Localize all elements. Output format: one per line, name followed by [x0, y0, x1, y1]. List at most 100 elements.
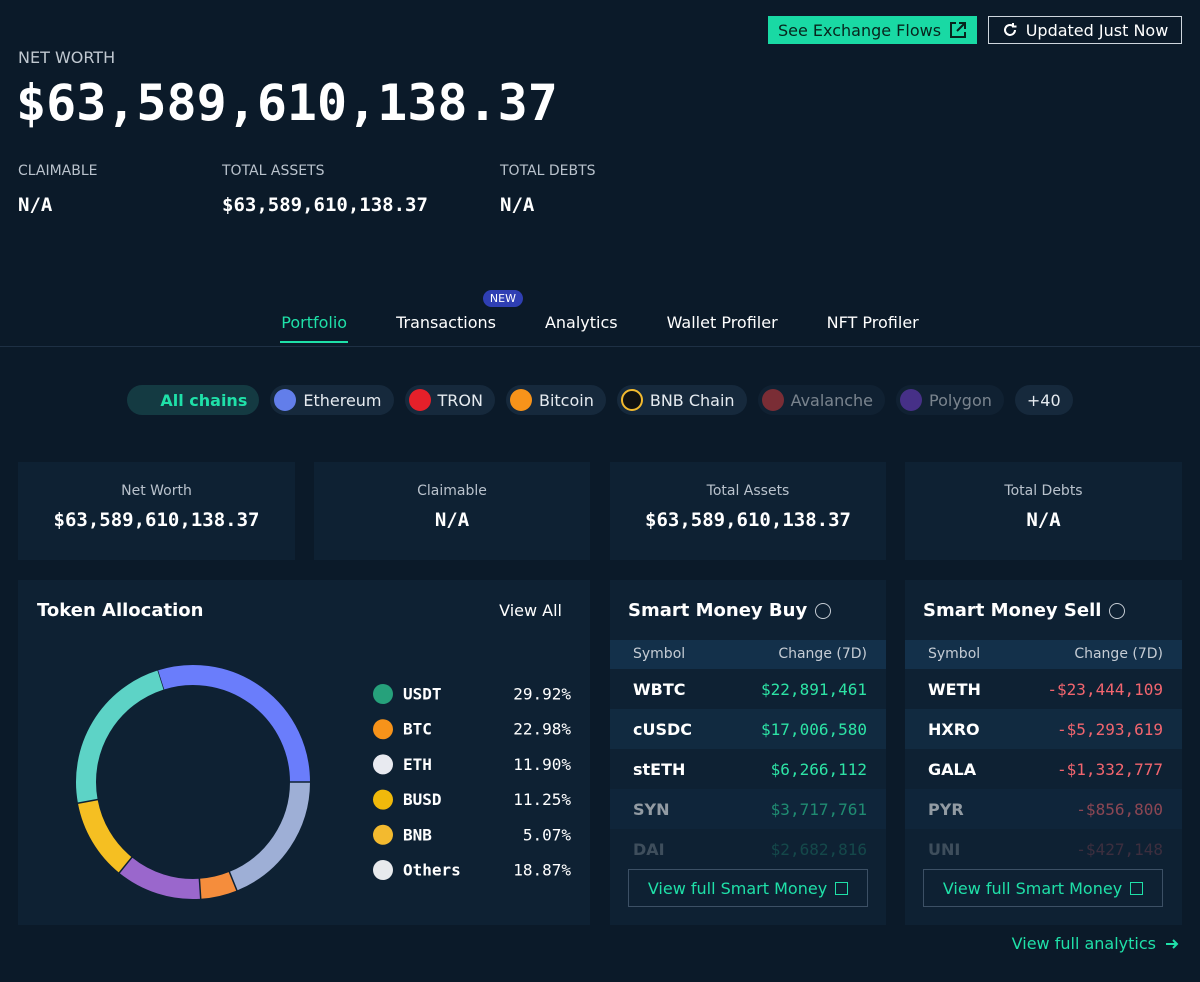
- change: $3,717,761: [770, 800, 867, 819]
- token-allocation-card: Token Allocation View All USDT 29.92% BTC 2…: [18, 580, 590, 925]
- more-chains[interactable]: +40: [1014, 385, 1073, 415]
- chain-chip[interactable]: BNB Chain: [616, 385, 747, 415]
- chain-name: Avalanche: [790, 390, 874, 410]
- chain-chip[interactable]: All chains: [127, 385, 260, 415]
- token-icon: [373, 824, 393, 845]
- tabs: Portfolio Transactions NEW Analytics Wallet …: [0, 290, 1200, 343]
- change: -$1,332,777: [1057, 760, 1163, 779]
- token-icon: [373, 684, 393, 704]
- donut-segment: [229, 781, 310, 891]
- external-icon: [835, 881, 849, 895]
- token-name: USDT: [403, 685, 442, 704]
- tab[interactable]: Portfolio: [280, 308, 349, 343]
- donut-segment: [119, 857, 201, 899]
- tab[interactable]: NFT Profiler: [826, 313, 919, 332]
- title-text: Smart Money Sell: [923, 600, 1102, 621]
- tab[interactable]: Wallet Profiler: [666, 313, 778, 332]
- token-share: 18.87%: [513, 861, 571, 880]
- token-name: BUSD: [403, 790, 442, 809]
- stat-label: TOTAL DEBTS: [500, 163, 596, 179]
- token-icon: [373, 789, 393, 810]
- symbol: PYR: [928, 800, 964, 819]
- link-label: View full Smart Money: [647, 878, 828, 898]
- chain-name: Polygon: [929, 390, 992, 410]
- table-row: DAI $2,682,816: [610, 829, 886, 869]
- chain-icon: [761, 389, 784, 411]
- stat-label: TOTAL ASSETS: [222, 163, 325, 179]
- chain-chip[interactable]: Avalanche: [757, 385, 886, 415]
- view-all-link[interactable]: View All: [499, 601, 562, 620]
- table-row: WETH -$23,444,109: [905, 669, 1182, 709]
- segment-gap: [118, 856, 134, 875]
- smart-money-link[interactable]: View full Smart Money: [923, 869, 1163, 907]
- card-title: Token Allocation: [37, 600, 204, 621]
- summary-value: $63,589,610,138.37: [645, 509, 851, 531]
- change: $6,266,112: [770, 760, 867, 779]
- token-share: 11.25%: [513, 790, 571, 809]
- donut-chart: USDT 29.92% BTC 22.98% ETH 11.90% BUSD 11.25% BN…: [76, 665, 572, 900]
- token-share: 22.98%: [513, 720, 571, 739]
- link-label: View full Smart Money: [942, 878, 1123, 898]
- table-row: WBTC $22,891,461: [610, 669, 886, 709]
- arrow-icon: [1166, 938, 1179, 949]
- button-label: Updated Just Now: [1025, 20, 1169, 40]
- summary-value: $63,589,610,138.37: [53, 509, 260, 531]
- exchange-flows-button[interactable]: See Exchange Flows: [768, 16, 977, 44]
- summary-value: N/A: [434, 509, 470, 531]
- card-title: Smart Money Buy: [628, 600, 832, 621]
- smart-money-sell-card: Smart Money Sell Symbol Change (7D) WETH -$2…: [905, 580, 1182, 925]
- chain-icon: [620, 389, 643, 411]
- segment-gap: [76, 798, 99, 805]
- smart-money-link[interactable]: View full Smart Money: [628, 869, 868, 907]
- donut-segment: [77, 799, 133, 873]
- symbol: SYN: [633, 800, 670, 819]
- chain-icon: [509, 389, 532, 411]
- table-row: stETH $6,266,112: [610, 749, 886, 789]
- token-share: 5.07%: [523, 825, 572, 844]
- table-row: PYR -$856,800: [905, 789, 1182, 829]
- tab[interactable]: Transactions NEW: [395, 290, 523, 343]
- chain-chip[interactable]: TRON: [404, 385, 495, 415]
- summary-label: Claimable: [417, 483, 487, 499]
- net-worth-value: $63,589,610,138.37: [16, 74, 558, 132]
- table-header: Symbol Change (7D): [905, 640, 1182, 669]
- chain-chip[interactable]: Ethereum: [270, 385, 394, 415]
- table-row: GALA -$1,332,777: [905, 749, 1182, 789]
- chain-chip[interactable]: Polygon: [896, 385, 1004, 415]
- symbol: WBTC: [633, 680, 686, 699]
- chain-chip[interactable]: Bitcoin: [505, 385, 606, 415]
- symbol: stETH: [633, 760, 686, 779]
- summary-value: N/A: [1026, 509, 1061, 531]
- summary-label: Total Assets: [706, 483, 790, 499]
- chain-name: Ethereum: [303, 390, 382, 410]
- chain-icon: [900, 389, 923, 411]
- stat-label: CLAIMABLE: [18, 163, 98, 179]
- token-share: 11.90%: [513, 755, 571, 774]
- external-icon: [1130, 881, 1144, 895]
- stat-value: $63,589,610,138.37: [222, 194, 428, 216]
- link-label: View full analytics: [1011, 934, 1156, 953]
- donut-segment: [199, 871, 237, 899]
- change: $2,682,816: [770, 840, 867, 859]
- chain-filter: All chains Ethereum TRON Bitcoin BNB Chain Av…: [0, 385, 1200, 415]
- symbol: GALA: [928, 760, 977, 779]
- stat-value: N/A: [18, 194, 53, 216]
- button-label: See Exchange Flows: [777, 20, 942, 40]
- updated-button[interactable]: Updated Just Now: [988, 16, 1182, 44]
- table-row: SYN $3,717,761: [610, 789, 886, 829]
- chain-icon: [274, 389, 297, 411]
- summary-card: Claimable N/A: [314, 462, 590, 560]
- symbol: DAI: [633, 840, 665, 859]
- view-analytics-link[interactable]: View full analytics: [1012, 934, 1180, 953]
- segment-gap: [228, 870, 238, 892]
- info-icon: [1109, 602, 1126, 619]
- chain-name: Bitcoin: [538, 390, 594, 410]
- chain-icon: [408, 389, 431, 411]
- change: -$856,800: [1076, 800, 1163, 819]
- stat-value: N/A: [500, 194, 535, 216]
- tab[interactable]: Analytics: [544, 313, 618, 332]
- column-header: Change (7D): [1074, 646, 1163, 662]
- table-row: UNI -$427,148: [905, 829, 1182, 869]
- token-icon: [373, 754, 393, 775]
